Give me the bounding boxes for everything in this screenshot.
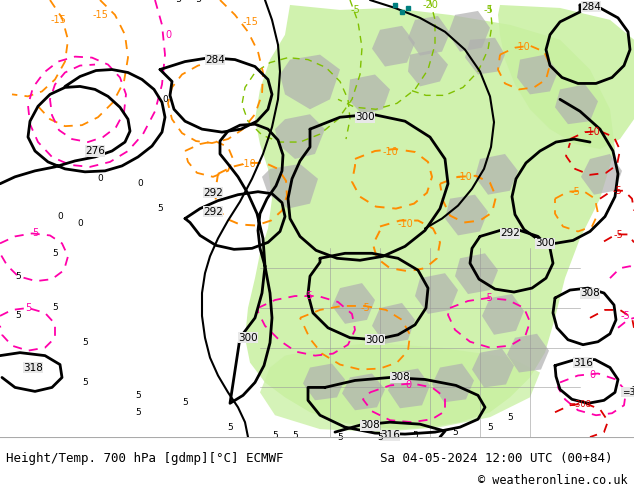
- Text: 5: 5: [135, 408, 141, 417]
- Polygon shape: [498, 5, 634, 149]
- Text: -10: -10: [240, 159, 256, 169]
- Polygon shape: [280, 54, 340, 109]
- Text: 5: 5: [157, 204, 163, 213]
- Text: 5: 5: [272, 431, 278, 440]
- Text: 308: 308: [360, 420, 380, 430]
- Text: 5: 5: [487, 423, 493, 432]
- Text: 292: 292: [203, 207, 223, 217]
- Text: 5: 5: [452, 428, 458, 437]
- Polygon shape: [517, 54, 558, 95]
- Text: 0: 0: [165, 30, 171, 40]
- Text: -15: -15: [50, 15, 66, 25]
- Text: -5: -5: [483, 5, 493, 15]
- Text: -15: -15: [242, 17, 258, 27]
- Text: 0: 0: [137, 179, 143, 188]
- Text: Sa 04-05-2024 12:00 UTC (00+84): Sa 04-05-2024 12:00 UTC (00+84): [380, 452, 613, 465]
- Text: 0: 0: [77, 219, 83, 228]
- Polygon shape: [332, 283, 375, 324]
- Text: -5: -5: [570, 187, 580, 196]
- Polygon shape: [408, 16, 450, 56]
- Polygon shape: [372, 303, 415, 343]
- Polygon shape: [432, 364, 474, 402]
- Text: 5: 5: [32, 228, 38, 239]
- Text: 5: 5: [337, 433, 343, 441]
- Text: 5: 5: [412, 431, 418, 440]
- Text: 5: 5: [82, 338, 88, 347]
- Text: 316: 316: [573, 358, 593, 368]
- Polygon shape: [475, 154, 518, 195]
- Polygon shape: [372, 26, 415, 67]
- Text: 292: 292: [500, 228, 520, 239]
- Text: -10: -10: [514, 42, 530, 51]
- Text: -10: -10: [584, 127, 600, 137]
- Text: -5: -5: [174, 0, 183, 4]
- Polygon shape: [445, 195, 488, 235]
- Text: -5: -5: [350, 5, 360, 15]
- Polygon shape: [472, 349, 514, 388]
- Text: Height/Temp. 700 hPa [gdmp][°C] ECMWF: Height/Temp. 700 hPa [gdmp][°C] ECMWF: [6, 452, 284, 465]
- Polygon shape: [262, 164, 318, 209]
- Polygon shape: [415, 273, 458, 314]
- Polygon shape: [388, 368, 430, 408]
- Polygon shape: [465, 38, 505, 74]
- Text: 5: 5: [227, 423, 233, 432]
- Polygon shape: [342, 373, 385, 410]
- Polygon shape: [507, 334, 549, 372]
- Text: 5: 5: [377, 433, 383, 441]
- Text: -5: -5: [620, 311, 630, 321]
- Text: 292: 292: [203, 188, 223, 197]
- Text: 308: 308: [580, 288, 600, 298]
- Text: 308: 308: [390, 372, 410, 383]
- Text: 5: 5: [292, 431, 298, 440]
- Text: 300: 300: [365, 335, 385, 345]
- Polygon shape: [275, 114, 325, 159]
- Text: 318: 318: [23, 363, 43, 372]
- Text: © weatheronline.co.uk: © weatheronline.co.uk: [478, 474, 628, 488]
- Text: 5: 5: [135, 391, 141, 400]
- Text: 284: 284: [581, 2, 601, 12]
- Text: 5: 5: [52, 303, 58, 313]
- Text: -5: -5: [303, 291, 313, 301]
- Polygon shape: [555, 84, 598, 124]
- Text: 5: 5: [15, 271, 21, 281]
- Polygon shape: [303, 364, 345, 400]
- Text: -10: -10: [456, 172, 472, 182]
- Text: -5: -5: [193, 0, 202, 4]
- Text: 0: 0: [405, 380, 411, 391]
- Text: 5: 5: [182, 398, 188, 407]
- Text: 5: 5: [15, 311, 21, 320]
- Text: -5: -5: [612, 186, 622, 196]
- Text: 276: 276: [85, 146, 105, 156]
- Text: 300: 300: [355, 112, 375, 122]
- Polygon shape: [482, 294, 524, 335]
- Text: 0: 0: [589, 370, 595, 381]
- Text: 5: 5: [25, 303, 31, 313]
- Text: 0: 0: [57, 212, 63, 221]
- Text: -20: -20: [422, 0, 438, 10]
- Polygon shape: [448, 11, 490, 51]
- Text: 5: 5: [52, 249, 58, 258]
- Polygon shape: [581, 154, 622, 195]
- Text: -15: -15: [92, 10, 108, 20]
- Text: 316: 316: [380, 430, 400, 440]
- Text: 284: 284: [205, 54, 225, 65]
- Text: 0: 0: [162, 95, 168, 104]
- Text: -10: -10: [382, 147, 398, 157]
- Text: -10: -10: [397, 219, 413, 228]
- Polygon shape: [348, 74, 390, 114]
- Text: 5: 5: [507, 413, 513, 422]
- Text: -5: -5: [483, 293, 493, 303]
- Text: =308: =308: [569, 400, 592, 409]
- Polygon shape: [455, 253, 498, 294]
- Text: 300: 300: [238, 333, 258, 343]
- Polygon shape: [260, 343, 540, 432]
- Text: -5: -5: [360, 303, 370, 313]
- Text: =308: =308: [621, 388, 634, 397]
- Polygon shape: [408, 49, 448, 86]
- Text: 5: 5: [82, 378, 88, 387]
- Polygon shape: [245, 5, 615, 429]
- Text: 300: 300: [535, 238, 555, 248]
- Text: -5: -5: [613, 230, 623, 241]
- Text: 0: 0: [97, 174, 103, 183]
